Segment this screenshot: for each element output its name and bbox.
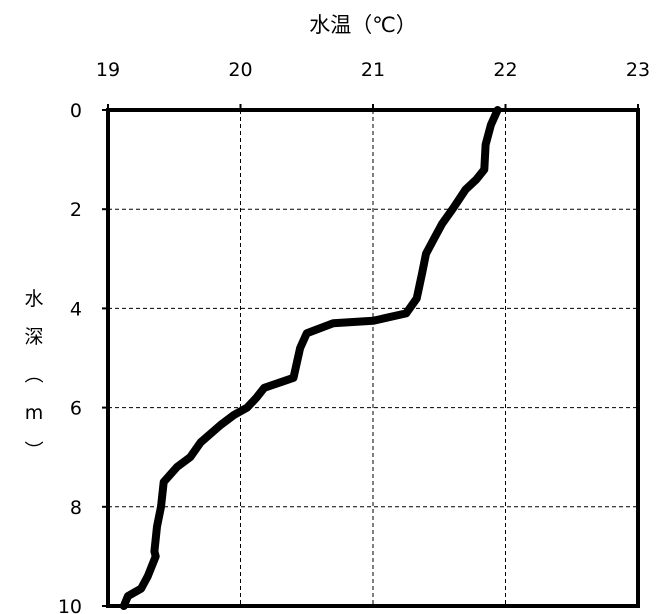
y-tick-label: 8 <box>70 497 82 519</box>
series-layer <box>119 106 502 610</box>
y-tick-label: 10 <box>58 596 82 614</box>
y-axis-title-char: （ <box>22 364 44 383</box>
x-axis-title: 水温（℃） <box>309 13 417 37</box>
x-axis-ticks: 19 20 21 22 23 <box>96 59 650 110</box>
grid <box>108 110 638 606</box>
x-tick-label: 23 <box>626 59 650 81</box>
y-axis-title-char: 水 <box>24 288 43 310</box>
y-axis-title-char: 深 <box>24 326 43 348</box>
x-tick-label: 21 <box>361 59 385 81</box>
x-tick-label: 22 <box>493 59 517 81</box>
y-tick-label: 6 <box>70 398 82 420</box>
y-tick-label: 2 <box>70 199 82 221</box>
x-tick-label: 20 <box>228 59 252 81</box>
y-tick-label: 0 <box>70 100 82 122</box>
y-tick-label: 4 <box>70 298 82 320</box>
series-line <box>119 106 502 610</box>
x-tick-label: 19 <box>96 59 120 81</box>
y-axis-title-char: m <box>25 402 44 424</box>
y-axis-title-char: ） <box>22 440 44 459</box>
y-axis-title: 水深 （ m ） <box>22 288 44 460</box>
y-axis-ticks: 0 2 4 6 8 10 <box>58 100 108 614</box>
